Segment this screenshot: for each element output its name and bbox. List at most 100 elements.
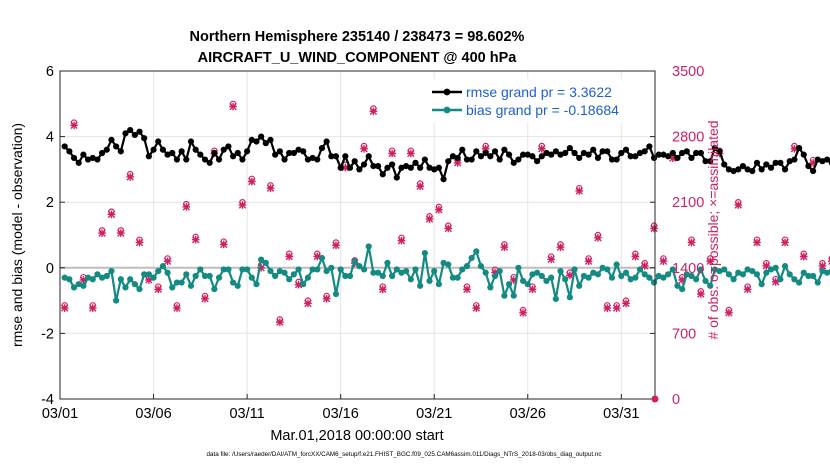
bias-point xyxy=(131,281,138,288)
bias-point xyxy=(300,281,307,288)
y2-axis-label: # of obs: o=possible; ×=assimilated xyxy=(705,120,721,339)
rmse-point xyxy=(805,163,812,170)
obs-assimilated-point xyxy=(173,304,181,312)
rmse-point xyxy=(66,148,73,155)
rmse-point xyxy=(103,146,110,153)
obs-assimilated-point xyxy=(697,290,705,298)
bias-point xyxy=(360,266,368,273)
rmse-point xyxy=(426,164,433,171)
obs-assimilated-point xyxy=(566,271,574,280)
bias-series xyxy=(61,243,830,304)
bias-point xyxy=(173,279,181,286)
obs-assimilated-point xyxy=(332,241,340,250)
rmse-point xyxy=(730,167,737,175)
rmse-point xyxy=(772,159,779,166)
bias-point xyxy=(753,271,761,278)
bias-point xyxy=(323,267,330,275)
obs-assimilated-point xyxy=(60,304,69,312)
bias-point xyxy=(777,276,784,283)
rmse-point xyxy=(314,156,321,163)
obs-assimilated-point xyxy=(154,285,163,294)
obs-assimilated-point xyxy=(238,201,247,209)
rmse-point xyxy=(136,128,143,135)
rmse-point xyxy=(318,144,326,152)
rmse-point xyxy=(206,159,213,166)
rmse-point xyxy=(786,158,793,165)
rmse-point xyxy=(248,136,255,143)
plot-frame xyxy=(59,70,656,400)
obs-assimilated-point xyxy=(725,308,733,317)
rmse-point xyxy=(646,143,653,150)
bias-point xyxy=(407,276,414,283)
obs-assimilated-point xyxy=(472,304,481,312)
bias-point xyxy=(688,272,695,280)
bias-point xyxy=(646,274,653,281)
bias-point xyxy=(716,267,723,275)
rmse-point xyxy=(557,151,564,158)
rmse-point xyxy=(515,156,522,163)
bias-point xyxy=(145,271,152,278)
bias-point xyxy=(491,272,499,280)
bias-point xyxy=(562,276,569,283)
bias-point xyxy=(122,284,129,291)
obs-assimilated-point xyxy=(388,149,396,158)
rmse-point xyxy=(290,149,297,157)
obs-assimilated-point xyxy=(201,294,209,303)
bias-point xyxy=(655,272,662,280)
rmse-point xyxy=(454,154,461,162)
rmse-point xyxy=(618,149,625,157)
x-tick-label: 03/01 xyxy=(42,406,78,422)
rmse-point xyxy=(721,161,728,168)
rmse-point xyxy=(417,164,424,171)
bias-point xyxy=(253,281,260,288)
bias-point xyxy=(482,269,489,276)
rmse-point xyxy=(669,149,676,157)
rmse-point xyxy=(286,149,293,157)
rmse-point xyxy=(365,153,372,160)
bias-point xyxy=(187,282,195,289)
bias-point xyxy=(417,282,424,289)
rmse-point xyxy=(524,151,531,158)
y2-tick-label: 0 xyxy=(672,392,680,408)
rmse-point xyxy=(571,149,578,157)
rmse-point xyxy=(824,156,830,163)
bias-point xyxy=(636,266,644,273)
obs-assimilated-point xyxy=(650,224,658,233)
bias-point xyxy=(244,266,251,273)
y2-tick-label: 1400 xyxy=(672,261,704,277)
rmse-point xyxy=(641,148,648,155)
bias-point xyxy=(594,271,602,278)
bias-point xyxy=(201,272,209,280)
rmse-point xyxy=(735,166,742,173)
obs-assimilated-point xyxy=(575,187,584,195)
rmse-point xyxy=(519,151,527,158)
bias-point xyxy=(552,295,559,303)
bias-point xyxy=(66,276,73,283)
rmse-point xyxy=(141,135,148,142)
rmse-point xyxy=(145,153,152,160)
rmse-point xyxy=(435,164,442,171)
bias-point xyxy=(580,272,587,280)
obs-assimilated-point xyxy=(538,144,546,153)
bias-point xyxy=(463,263,471,270)
bias-point xyxy=(585,274,592,281)
obs-assimilated-point xyxy=(322,294,331,303)
bias-point xyxy=(576,282,583,289)
rmse-point xyxy=(98,149,106,157)
bias-point xyxy=(84,274,92,281)
rmse-point xyxy=(599,148,606,155)
bias-point xyxy=(763,269,770,276)
bias-point xyxy=(664,271,672,278)
rmse-point xyxy=(819,158,826,165)
chart-title-line1: Northern Hemisphere 235140 / 238473 = 98… xyxy=(190,29,525,45)
rmse-point xyxy=(183,156,190,163)
obs-assimilated-point xyxy=(276,318,284,326)
bias-point xyxy=(571,266,578,273)
rmse-point xyxy=(61,143,68,150)
rmse-point xyxy=(548,151,555,158)
bias-point xyxy=(805,272,812,280)
x-tick-label: 03/16 xyxy=(323,406,359,422)
rmse-point xyxy=(697,149,704,157)
rmse-point xyxy=(777,159,784,166)
rmse-point xyxy=(211,149,218,157)
